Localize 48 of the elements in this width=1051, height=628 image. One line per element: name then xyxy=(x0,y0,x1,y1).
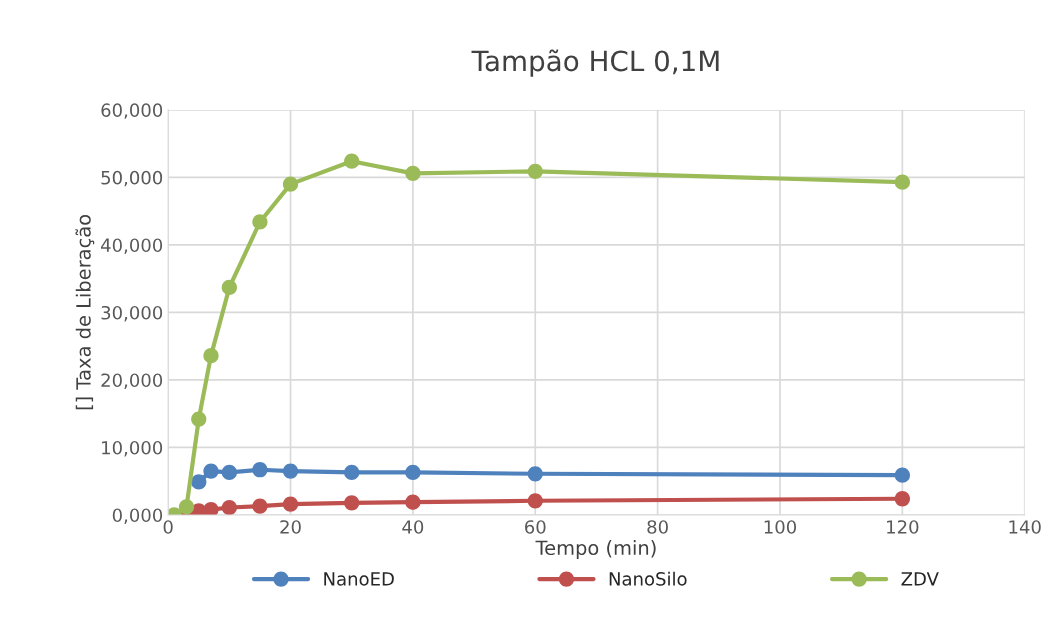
point xyxy=(191,411,207,427)
point xyxy=(405,494,421,510)
point xyxy=(178,499,195,515)
point xyxy=(282,496,299,512)
point xyxy=(282,176,299,192)
x-tick-label: 20 xyxy=(280,520,301,534)
point xyxy=(203,463,219,479)
point xyxy=(191,474,207,490)
point xyxy=(527,163,543,179)
point xyxy=(405,464,421,481)
x-tick-label: 120 xyxy=(887,520,919,534)
x-tick-label: 0 xyxy=(163,520,173,534)
point xyxy=(344,464,360,481)
y-axis-title: [] Taxa de Liberação xyxy=(75,215,95,410)
point xyxy=(221,499,237,515)
y-tick-label: 60,000 xyxy=(101,103,163,119)
point xyxy=(221,279,237,296)
point xyxy=(252,462,268,478)
point xyxy=(203,501,219,515)
y-tick-label: 40,000 xyxy=(101,238,163,254)
point xyxy=(221,464,237,481)
point xyxy=(203,348,219,364)
x-tick-label: 40 xyxy=(402,520,424,534)
x-tick-label: 60 xyxy=(525,520,546,534)
y-tick-label: 10,000 xyxy=(102,440,163,457)
point xyxy=(252,214,268,230)
x-tick-label: 80 xyxy=(647,520,668,534)
x-axis-title: Tempo (min) xyxy=(535,540,656,559)
chart-title: Tampão HCL 0,1M xyxy=(471,49,719,77)
y-tick-label: 30,000 xyxy=(101,305,163,322)
point xyxy=(894,491,910,507)
x-tick-label: 100 xyxy=(764,520,797,534)
point xyxy=(894,174,910,190)
point xyxy=(282,463,299,479)
point xyxy=(344,495,360,511)
point xyxy=(527,493,543,509)
point xyxy=(252,498,268,514)
point xyxy=(405,165,421,181)
x-tick-label: 140 xyxy=(1009,520,1041,534)
point xyxy=(344,153,360,169)
point xyxy=(527,466,543,482)
y-tick-label: 0,000 xyxy=(112,508,163,524)
legend-label: NanoSilo xyxy=(609,571,687,586)
y-tick-label: 20,000 xyxy=(101,373,163,389)
point xyxy=(894,467,910,483)
legend-label: NanoED xyxy=(324,572,394,586)
y-tick-label: 50,000 xyxy=(101,170,163,187)
legend-label: ZDV xyxy=(901,572,939,586)
